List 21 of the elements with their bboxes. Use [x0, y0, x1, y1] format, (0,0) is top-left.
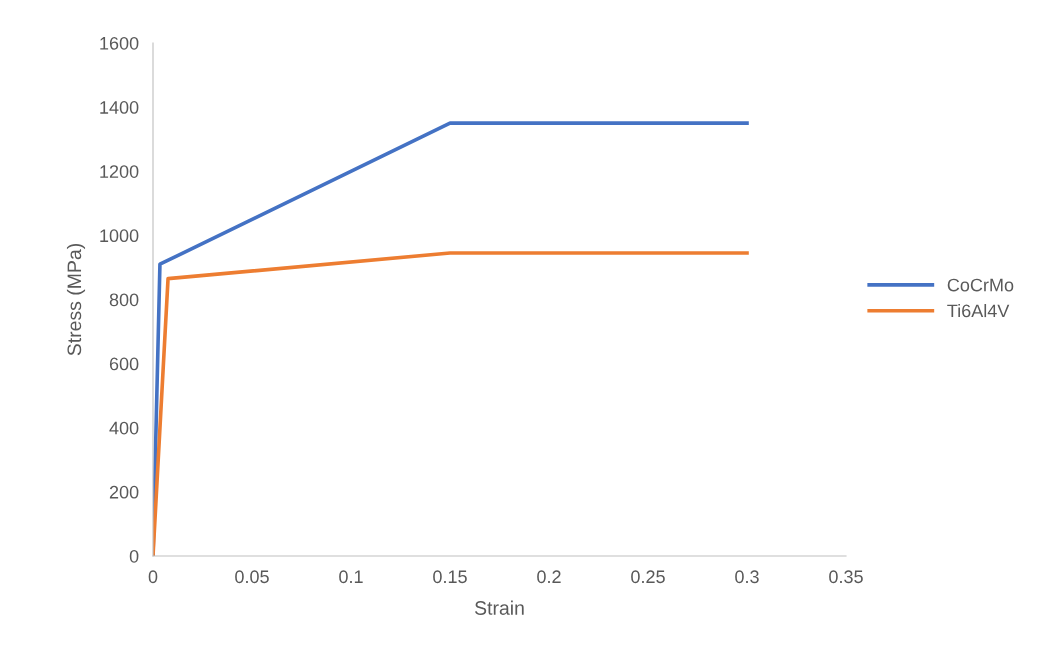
x-tick-label: 0.3	[735, 570, 759, 584]
x-tick-label: 0.05	[235, 570, 269, 584]
x-tick-label: 0.35	[829, 570, 863, 584]
y-tick-label: 600	[109, 357, 139, 371]
y-tick-label: 800	[109, 293, 139, 307]
x-axis-title: Strain	[474, 600, 524, 615]
legend-label: Ti6Al4V	[947, 304, 1010, 318]
x-tick-label: 0.15	[433, 570, 467, 584]
y-tick-label: 1000	[100, 229, 139, 243]
y-tick-label: 1600	[100, 36, 139, 50]
y-tick-label: 400	[109, 421, 139, 435]
y-tick-label: 1400	[100, 101, 139, 114]
x-tick-label: 0.2	[537, 570, 561, 584]
legend-label: CoCrMo	[947, 278, 1014, 292]
y-tick-label: 0	[129, 549, 139, 563]
x-tick-label: 0.25	[631, 570, 665, 584]
x-tick-label: 0.1	[339, 570, 363, 584]
y-tick-label: 200	[109, 485, 139, 499]
y-axis-title: Stress (MPa)	[66, 243, 86, 356]
y-tick-label: 1200	[100, 165, 139, 178]
x-tick-label: 0	[148, 570, 158, 584]
